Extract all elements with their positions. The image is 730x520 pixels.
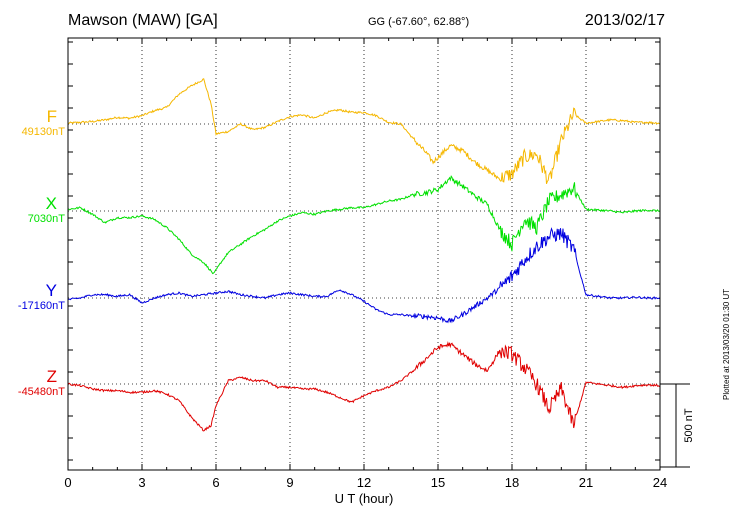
component-letter: Z [46,367,57,386]
component-x-label: X 7030nT [5,195,65,226]
station-coords: GG (-67.60°, 62.88°) [368,16,470,28]
station-title: Mawson (MAW) [GA] [68,12,218,29]
component-baseline: 7030nT [27,213,65,225]
x-tick-label: 12 [357,475,371,490]
x-axis-title: U T (hour) [335,491,394,506]
component-z-label: Z -45480nT [5,368,65,399]
component-baseline: -45480nT [17,386,65,398]
trace-x [67,175,661,275]
component-baseline: -17160nT [17,300,65,312]
component-baseline: 49130nT [21,126,65,138]
component-letter: Y [45,281,57,300]
x-tick-label: 24 [653,475,667,490]
component-letter: X [45,194,57,213]
x-tick-label: 21 [579,475,593,490]
scale-bar-label: 500 nT [683,408,695,443]
x-tick-label: 9 [286,475,293,490]
trace-y [68,227,661,324]
x-tick-label: 3 [138,475,145,490]
component-f-label: F 49130nT [5,108,65,139]
ticks-layer: 0 3 6 9 12 15 18 21 24 U T (hour) [64,38,667,506]
x-tick-label: 18 [505,475,519,490]
component-y-label: Y -17160nT [5,282,65,313]
trace-z [67,341,661,432]
plot-date: 2013/02/17 [584,12,665,29]
x-tick-label: 0 [64,475,71,490]
x-tick-label: 15 [431,475,445,490]
grid-layer [68,38,660,470]
component-letter: F [46,107,57,126]
x-tick-label: 6 [212,475,219,490]
trace-f [67,78,661,184]
traces-layer [67,78,661,432]
plotted-timestamp: Plotted at 2013/03/20 01:30 UT [722,288,730,400]
scale-bar: 500 nT [660,383,695,468]
